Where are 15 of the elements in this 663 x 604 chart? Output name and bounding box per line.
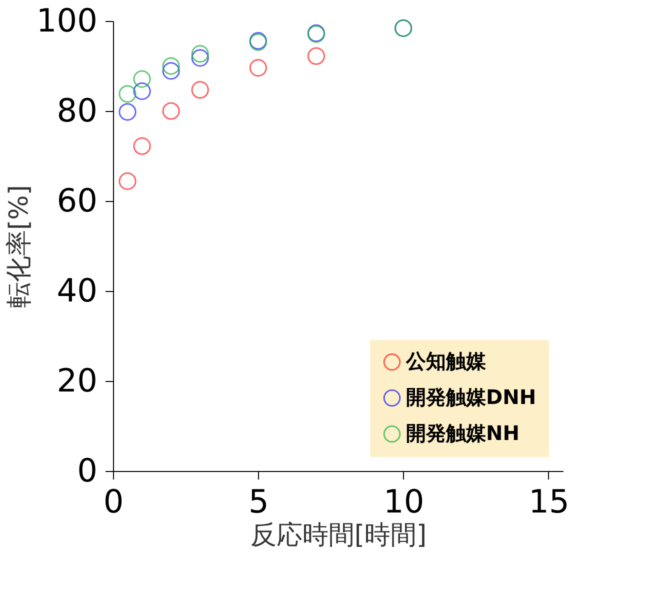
y-tick-label: 60 bbox=[56, 182, 98, 220]
y-tick-label: 0 bbox=[77, 452, 98, 490]
y-tick-label: 20 bbox=[56, 362, 98, 400]
x-tick-label: 5 bbox=[248, 482, 269, 520]
x-tick-label: 10 bbox=[383, 482, 424, 520]
legend-label: 開発触媒DNH bbox=[406, 385, 536, 409]
y-axis-title: 転化率[%] bbox=[4, 185, 34, 308]
x-tick-label: 15 bbox=[528, 482, 570, 520]
y-tick-label: 80 bbox=[56, 92, 98, 130]
x-axis-title: 反応時間[時間] bbox=[250, 520, 427, 550]
legend-label: 開発触媒NH bbox=[406, 421, 520, 445]
y-tick-label: 40 bbox=[56, 272, 98, 310]
legend-label: 公知触媒 bbox=[405, 349, 487, 373]
y-tick-label: 100 bbox=[36, 2, 98, 40]
x-tick-label: 0 bbox=[103, 482, 124, 520]
